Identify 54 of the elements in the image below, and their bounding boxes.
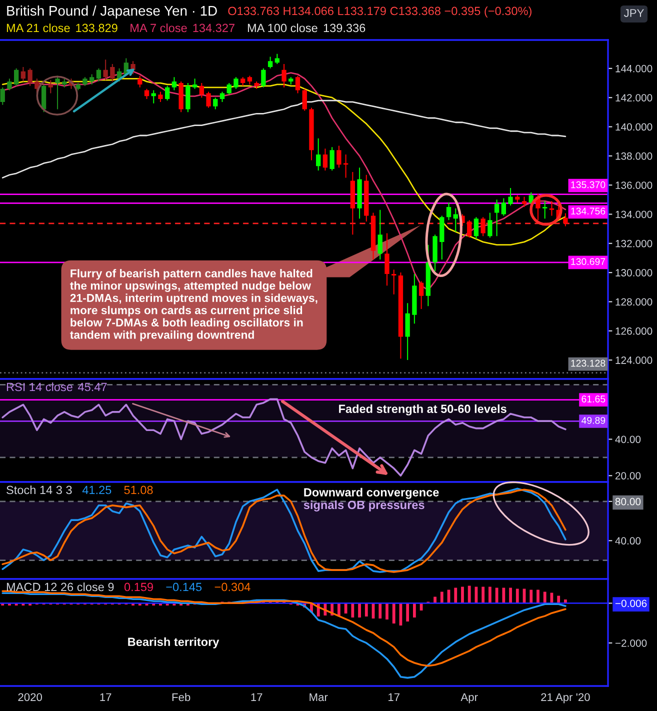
ref-line-label: 123.128 xyxy=(571,360,606,367)
y-tick-label: 40.00 xyxy=(615,436,641,444)
ref-line-label: 49.89 xyxy=(581,416,606,424)
annotation: −0.304 xyxy=(214,582,250,592)
x-tick-label: 17 xyxy=(251,693,262,701)
y-tick-label: 134.000 xyxy=(616,210,652,218)
y-tick-label: 40.00 xyxy=(615,537,641,545)
annotation: Downward convergence xyxy=(304,488,439,499)
chart-title: Stoch 14 3 3 xyxy=(6,485,72,494)
text: O133.763 H134.066 L133.179 C133.368 −0.395 (−0.30%) xyxy=(228,6,532,18)
x-tick-label: 17 xyxy=(100,693,112,701)
text: 134.327 xyxy=(193,24,234,32)
x-tick-label: Feb xyxy=(172,692,190,702)
y-tick-label: 124.000 xyxy=(616,356,652,364)
y-tick-label: 80.00 xyxy=(615,498,641,506)
annotation: 41.25 xyxy=(82,486,112,494)
text: MA 100 close xyxy=(248,24,318,32)
y-axis-title: JPY xyxy=(624,9,644,17)
ref-line-label: 61.65 xyxy=(582,396,606,402)
annotation: Bearish territory xyxy=(128,637,220,648)
ref-line-label: 135.370 xyxy=(571,181,606,188)
y-tick-label: 142.000 xyxy=(616,94,652,102)
y-tick-label: 136.000 xyxy=(616,182,652,189)
y-tick-label: 132.000 xyxy=(616,240,652,248)
ref-line-label: 130.697 xyxy=(571,258,606,266)
annotation: 0.159 xyxy=(124,582,153,592)
y-tick-label: 140.000 xyxy=(616,123,652,131)
x-tick-label: Apr xyxy=(460,693,478,704)
y-tick-label: −2.000 xyxy=(615,639,647,647)
annotation: signals OB pressures xyxy=(304,500,424,512)
y-tick-label: 126.000 xyxy=(616,327,652,335)
x-tick-label: Mar xyxy=(310,693,328,702)
x-tick-label: 17 xyxy=(388,693,400,701)
y-tick-label: 144.000 xyxy=(616,64,652,72)
chart-title: British Pound / Japanese Yen · 1D xyxy=(7,6,217,18)
y-tick-label: 128.000 xyxy=(616,298,652,306)
x-tick-label: 21 Apr '20 xyxy=(541,693,590,704)
x-tick-label: 2020 xyxy=(18,693,42,702)
y-tick-label: 20.00 xyxy=(615,472,641,480)
annotation: Faded strength at 50-60 levels xyxy=(339,404,506,416)
annotation: 51.08 xyxy=(124,486,153,494)
y-tick-label: −0.006 xyxy=(615,600,647,608)
annotation: 45.47 xyxy=(78,382,107,392)
text: MA 7 close xyxy=(130,24,187,32)
ref-line-label: 134.756 xyxy=(571,208,606,215)
text: MA 21 close xyxy=(6,24,70,32)
text: 139.336 xyxy=(324,24,366,32)
text: 133.829 xyxy=(76,24,118,32)
series-label: RSI 14 close xyxy=(6,382,72,392)
annotation: Flurry of bearish pattern candles have halted the minor upswings, attempted nudge below 21-DMAs, interim uptrend moves in sideways, more slumps on cards as current price slid below 7-DMAs & both leading oscillators in tandem with prevailing downtrend xyxy=(70,269,318,342)
y-tick-label: 138.000 xyxy=(616,152,652,160)
y-tick-label: 130.000 xyxy=(616,269,652,276)
chart-title: MACD 12 26 close 9 xyxy=(6,582,114,592)
annotation: −0.145 xyxy=(166,582,202,592)
